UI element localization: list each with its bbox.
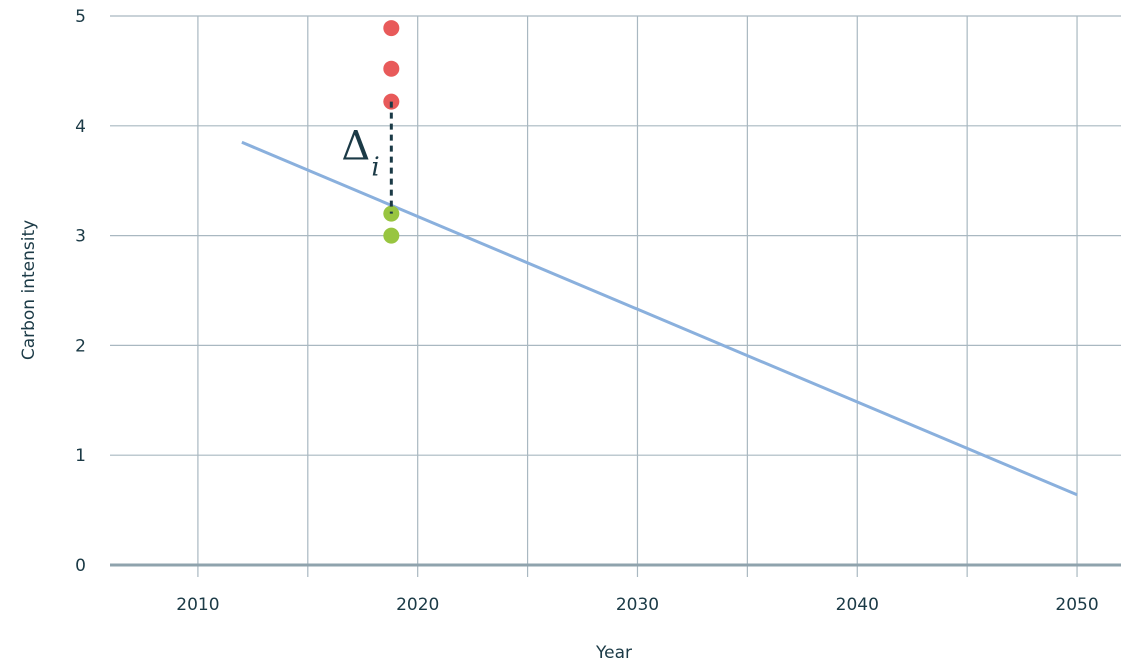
plot-area <box>241 20 1078 497</box>
delta-subscript: i <box>371 153 379 183</box>
grid <box>110 15 1121 577</box>
y-tick-label: 0 <box>75 556 86 576</box>
x-tick-label: 2040 <box>836 595 879 615</box>
y-tick-label: 4 <box>75 117 86 137</box>
delta-label: Δ <box>341 124 370 170</box>
y-tick-label: 3 <box>75 227 86 247</box>
x-tick-label: 2050 <box>1055 595 1098 615</box>
red-point <box>383 60 400 77</box>
x-tick-label: 2010 <box>176 595 219 615</box>
green-point <box>383 227 400 244</box>
y-tick-label: 5 <box>75 7 86 27</box>
axes: 0 1 2 3 4 5 2010 2020 2030 2040 2050 <box>75 7 1121 615</box>
x-tick-label: 2020 <box>396 595 439 615</box>
trend-line <box>241 140 1078 497</box>
x-axis-title: Year <box>595 643 632 663</box>
y-tick-label: 2 <box>75 336 86 356</box>
red-point <box>383 20 400 37</box>
y-axis-title: Carbon intensity <box>19 220 39 360</box>
y-tick-label: 1 <box>75 446 86 466</box>
x-tick-label: 2030 <box>616 595 659 615</box>
